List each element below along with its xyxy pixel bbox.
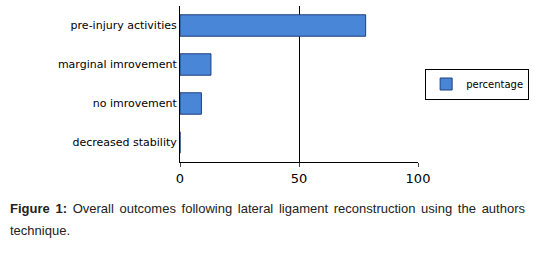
html-text:Figure 1: Overall outcomes fol: Figure 1: Overall outcomes following lat… <box>10 201 525 238</box>
svg-text:0: 0 <box>176 171 184 186</box>
svg-text:marginal imrovement: marginal imrovement <box>58 58 178 71</box>
svg-text:no imrovement: no imrovement <box>93 97 178 110</box>
svg-text:pre-injury activities: pre-injury activities <box>71 19 177 32</box>
svg-text:decreased stability: decreased stability <box>72 136 177 149</box>
svg-text:50: 50 <box>291 171 308 186</box>
svg-text:100: 100 <box>406 171 431 186</box>
svg-text:percentage: percentage <box>466 79 523 90</box>
